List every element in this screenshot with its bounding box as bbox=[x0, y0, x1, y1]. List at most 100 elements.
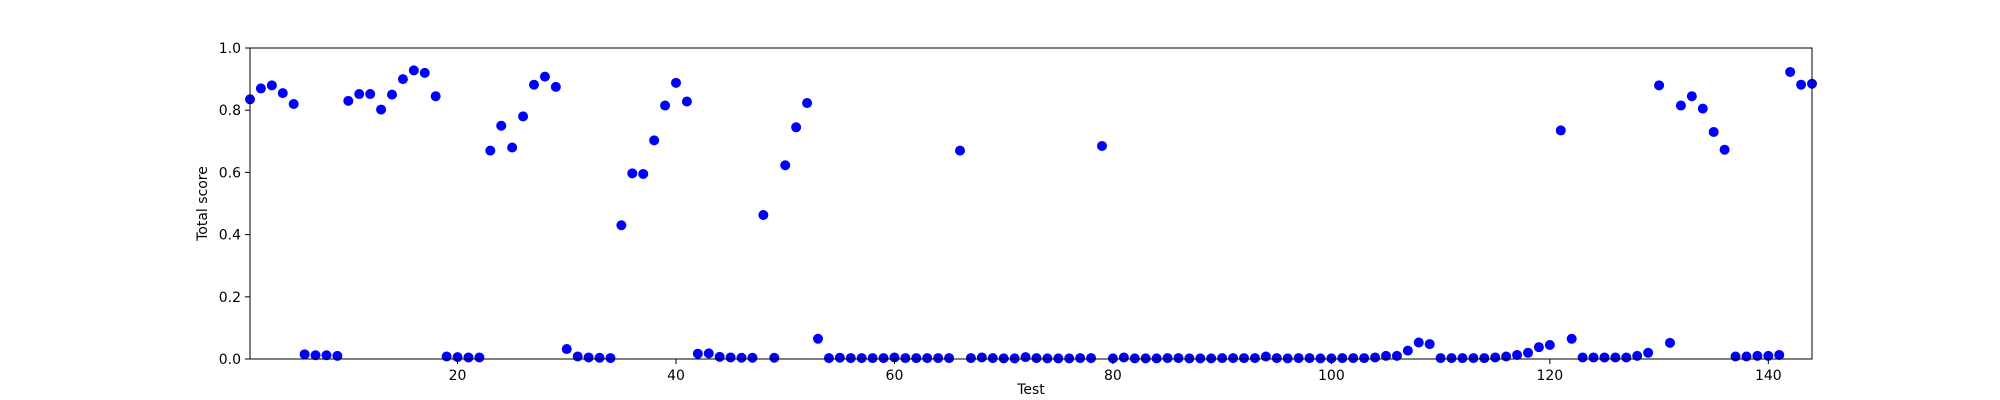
data-point bbox=[834, 352, 845, 363]
y-tick-label: 1.0 bbox=[219, 41, 241, 57]
data-point bbox=[1162, 353, 1173, 364]
data-point bbox=[529, 79, 539, 90]
data-point bbox=[944, 353, 955, 364]
data-point bbox=[1315, 353, 1326, 364]
data-point bbox=[430, 91, 441, 102]
data-point bbox=[354, 89, 365, 100]
data-point bbox=[1151, 353, 1162, 364]
data-point bbox=[1796, 79, 1807, 90]
data-point bbox=[987, 353, 998, 364]
data-point bbox=[1129, 353, 1140, 364]
data-point bbox=[1730, 351, 1741, 362]
data-point bbox=[1326, 353, 1337, 364]
data-point bbox=[507, 142, 518, 153]
data-point bbox=[649, 135, 660, 146]
data-point bbox=[288, 98, 299, 109]
data-point bbox=[1075, 353, 1086, 364]
data-point bbox=[1206, 353, 1217, 364]
data-point bbox=[725, 352, 736, 363]
data-point bbox=[1086, 353, 1097, 364]
data-point bbox=[1348, 353, 1359, 364]
data-point bbox=[1424, 339, 1435, 350]
data-point bbox=[681, 96, 692, 107]
data-point bbox=[1282, 353, 1293, 364]
data-point bbox=[813, 333, 823, 344]
data-point bbox=[1304, 353, 1315, 364]
x-tick-label: 40 bbox=[667, 368, 685, 384]
data-point bbox=[1239, 353, 1249, 364]
data-point bbox=[616, 220, 627, 231]
data-point bbox=[463, 352, 474, 363]
data-point bbox=[1381, 350, 1391, 361]
data-point bbox=[1457, 353, 1468, 364]
data-point bbox=[1588, 352, 1599, 363]
data-point bbox=[911, 353, 922, 364]
data-point bbox=[376, 104, 387, 115]
data-point bbox=[1020, 352, 1031, 363]
data-point bbox=[1544, 340, 1555, 350]
data-point bbox=[1785, 66, 1796, 77]
data-point bbox=[1140, 353, 1151, 364]
data-point bbox=[1501, 351, 1512, 362]
data-point bbox=[321, 350, 332, 361]
data-point bbox=[922, 353, 933, 364]
data-point bbox=[933, 353, 944, 364]
data-point bbox=[1665, 337, 1675, 348]
data-point bbox=[780, 160, 791, 171]
data-point bbox=[1107, 353, 1118, 364]
data-point bbox=[1599, 352, 1610, 363]
x-tick-label: 140 bbox=[1755, 368, 1782, 384]
y-tick-label: 0.4 bbox=[219, 228, 241, 244]
data-point bbox=[485, 145, 496, 156]
data-point bbox=[671, 77, 681, 88]
x-tick-label: 120 bbox=[1536, 368, 1563, 384]
data-point bbox=[1643, 347, 1654, 358]
data-point bbox=[965, 353, 976, 364]
data-point bbox=[1053, 353, 1064, 364]
data-point bbox=[441, 351, 452, 362]
data-point bbox=[1031, 353, 1042, 364]
data-point bbox=[1774, 349, 1785, 360]
data-point bbox=[976, 352, 987, 363]
data-point bbox=[1435, 353, 1446, 364]
data-point bbox=[998, 353, 1009, 364]
data-point bbox=[802, 98, 813, 109]
x-tick-label: 60 bbox=[886, 368, 904, 384]
data-point bbox=[1752, 350, 1763, 361]
data-point bbox=[1042, 353, 1053, 364]
data-point bbox=[1468, 353, 1479, 364]
data-point bbox=[387, 89, 397, 100]
data-point bbox=[889, 352, 900, 363]
data-point bbox=[638, 168, 649, 179]
data-point bbox=[856, 353, 867, 364]
x-tick-label: 100 bbox=[1318, 368, 1345, 384]
data-point bbox=[1446, 353, 1457, 364]
data-point bbox=[1555, 125, 1566, 136]
data-point bbox=[605, 353, 616, 364]
data-point bbox=[550, 81, 561, 92]
data-point bbox=[823, 353, 834, 364]
data-point bbox=[1009, 353, 1020, 364]
data-point bbox=[878, 353, 889, 364]
data-point bbox=[572, 351, 583, 362]
data-point bbox=[703, 348, 714, 359]
data-point bbox=[1217, 353, 1228, 364]
data-point bbox=[769, 352, 780, 363]
data-point bbox=[1621, 352, 1632, 363]
data-point bbox=[845, 353, 856, 364]
x-axis-ticks: 20 40 60 80 100 120 140 bbox=[449, 359, 1782, 384]
data-point bbox=[1173, 353, 1184, 364]
data-point bbox=[1577, 352, 1588, 363]
data-point bbox=[332, 350, 343, 361]
data-point bbox=[627, 168, 638, 179]
data-point bbox=[867, 353, 878, 364]
data-point bbox=[660, 100, 671, 111]
data-point bbox=[955, 145, 965, 156]
data-point bbox=[747, 352, 758, 363]
data-point bbox=[408, 65, 419, 76]
data-point bbox=[1184, 353, 1195, 364]
data-point bbox=[1359, 353, 1370, 364]
y-tick-label: 0.8 bbox=[219, 103, 241, 119]
